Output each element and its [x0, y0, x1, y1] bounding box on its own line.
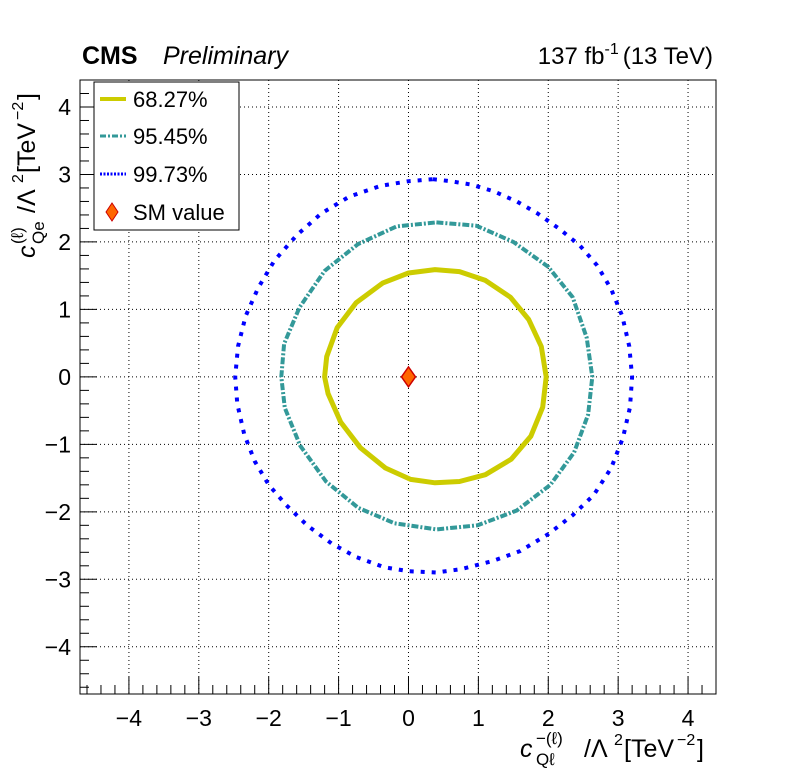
y-tick-label: −1 [45, 431, 71, 457]
x-tick-label: 1 [472, 705, 485, 731]
svg-text:/Λ: /Λ [13, 189, 41, 213]
lumi-label: 137 fb-1 (13 TeV) [538, 41, 713, 70]
contour-95-45 [279, 220, 595, 532]
y-tick-label: −2 [45, 499, 71, 525]
legend-box [93, 81, 240, 231]
legend-label-99: 99.73% [133, 162, 208, 187]
y-axis-title: c Qe (ℓ) /Λ 2 [TeV −2 ] [8, 93, 48, 258]
energy-label: (13 TeV) [623, 43, 713, 70]
plot-frame [79, 79, 717, 695]
legend-marker-sm [105, 202, 119, 222]
svg-text:/Λ: /Λ [584, 735, 608, 763]
x-tick-label: −4 [116, 705, 142, 731]
y-tick-label: −4 [45, 634, 71, 660]
svg-text:Qe: Qe [29, 221, 48, 244]
x-axis-title: c Qℓ −(ℓ) /Λ 2 [TeV −2 ] [520, 729, 704, 769]
svg-text:−2: −2 [10, 102, 27, 120]
svg-text:−(ℓ): −(ℓ) [536, 729, 563, 748]
x-tick-label: −3 [186, 705, 212, 731]
svg-text:2: 2 [10, 174, 27, 183]
x-tick-label: −2 [256, 705, 282, 731]
lumi-exponent: -1 [604, 41, 618, 58]
svg-text:[TeV: [TeV [13, 123, 41, 173]
y-tick-label: 1 [58, 296, 71, 322]
svg-text:−2: −2 [677, 732, 695, 749]
x-tick-label: 0 [402, 705, 415, 731]
y-tick-labels: −4 −3 −2 −1 0 1 2 3 4 [45, 94, 71, 660]
x-tick-label: −1 [325, 705, 351, 731]
y-tick-label: 4 [58, 94, 71, 120]
y-tick-label: 2 [58, 229, 71, 255]
status-label: Preliminary [163, 42, 290, 70]
svg-text:2: 2 [614, 732, 623, 749]
contours [233, 177, 635, 575]
svg-text:]: ] [13, 93, 41, 100]
axis-ticks [80, 92, 703, 694]
y-tick-label: 3 [58, 161, 71, 187]
lumi-value: 137 fb [538, 43, 605, 70]
x-tick-labels: −4 −3 −2 −1 0 1 2 3 4 [116, 705, 695, 731]
y-tick-label: 0 [58, 364, 71, 390]
experiment-label: CMS [82, 42, 138, 70]
y-tick-label: −3 [45, 566, 71, 592]
legend-label-95: 95.45% [133, 124, 208, 149]
svg-text:]: ] [697, 735, 704, 763]
svg-text:(ℓ): (ℓ) [8, 227, 27, 244]
svg-text:c: c [13, 245, 41, 258]
svg-text:c: c [520, 735, 533, 763]
legend-label-sm: SM value [133, 200, 225, 225]
legend-label-68: 68.27% [133, 87, 208, 112]
contour-68-27 [322, 267, 549, 486]
x-tick-label: 3 [612, 705, 625, 731]
legend: 68.27% 95.45% 99.73% SM value [93, 81, 240, 231]
sm-marker [400, 365, 417, 389]
sm-point [400, 365, 417, 389]
x-tick-label: 2 [542, 705, 555, 731]
svg-text:Qℓ: Qℓ [536, 750, 555, 769]
svg-text:[TeV: [TeV [624, 735, 674, 763]
x-tick-label: 4 [682, 705, 695, 731]
contour-99-73 [233, 177, 635, 575]
